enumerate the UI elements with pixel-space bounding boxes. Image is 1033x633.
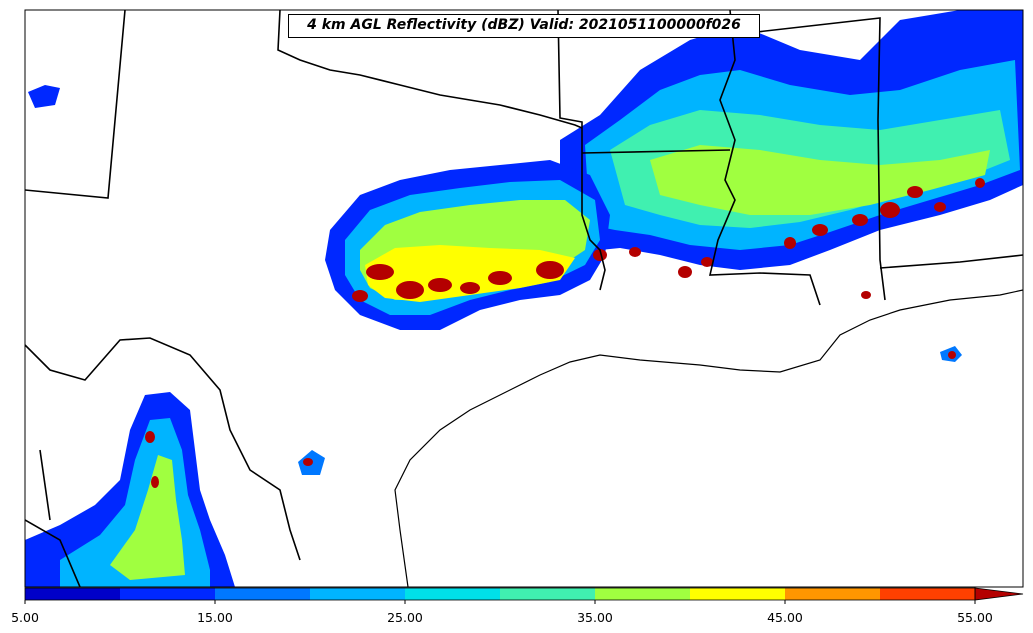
state-border	[25, 337, 301, 561]
state-border	[39, 449, 51, 521]
core-cell	[352, 290, 368, 302]
core-cell	[948, 351, 956, 359]
core-cell	[852, 214, 868, 226]
core-cell	[460, 282, 480, 294]
colorbar-extend-arrow	[974, 587, 1024, 601]
coastline	[394, 289, 1023, 587]
map-border	[24, 9, 1024, 588]
core-cell	[907, 186, 923, 198]
colorbar-tick-label: 45.00	[767, 610, 803, 625]
core-cell	[593, 249, 607, 261]
colorbar-segment	[215, 588, 310, 600]
state-border	[708, 10, 821, 306]
state-border	[557, 10, 606, 291]
core-cell	[396, 281, 424, 299]
reflectivity-region-northwest	[28, 85, 60, 108]
core-cell	[303, 458, 313, 466]
core-cell	[145, 431, 155, 443]
colorbar-tick-label: 55.00	[957, 610, 993, 625]
map-title: 4 km AGL Reflectivity (dBZ) Valid: 20210…	[288, 14, 760, 38]
colorbar-tick-label: 25.00	[387, 610, 423, 625]
core-cell	[812, 224, 828, 236]
core-cell	[629, 247, 641, 257]
colorbar-segment	[405, 588, 500, 600]
state-border	[25, 519, 81, 587]
core-cell	[488, 271, 512, 285]
state-border	[581, 149, 731, 154]
core-cell	[428, 278, 452, 292]
core-cell	[880, 202, 900, 218]
basemap-boundaries	[25, 10, 1023, 587]
core-cell	[701, 257, 713, 267]
state-border	[729, 17, 886, 301]
colorbar-tick-label: 15.00	[197, 610, 233, 625]
reflectivity-field	[25, 10, 1023, 587]
colorbar-tick-label: 5.00	[11, 610, 39, 625]
colorbar-tick-label: 35.00	[577, 610, 613, 625]
core-cell	[366, 264, 394, 280]
core-cell	[934, 202, 946, 212]
reflectivity-region-southwest-core	[110, 455, 185, 580]
core-cell	[536, 261, 564, 279]
colorbar-outline	[24, 587, 976, 601]
core-cell	[975, 178, 985, 188]
colorbar-segment	[880, 588, 975, 600]
core-cell	[784, 237, 796, 249]
colorbar-segment	[120, 588, 215, 600]
colorbar	[24, 587, 1024, 604]
core-cell	[678, 266, 692, 278]
colorbar-segment	[500, 588, 595, 600]
colorbar-segment	[25, 588, 120, 600]
reflectivity-intense-cores	[145, 178, 985, 488]
state-border	[879, 254, 1023, 269]
core-cell	[861, 291, 871, 299]
reflectivity-band-north-inner	[650, 145, 990, 215]
colorbar-segment	[785, 588, 880, 600]
state-border	[277, 10, 583, 129]
colorbar-segment	[310, 588, 405, 600]
colorbar-segment	[690, 588, 785, 600]
state-border	[25, 10, 126, 199]
colorbar-segment	[595, 588, 690, 600]
core-cell	[151, 476, 159, 488]
